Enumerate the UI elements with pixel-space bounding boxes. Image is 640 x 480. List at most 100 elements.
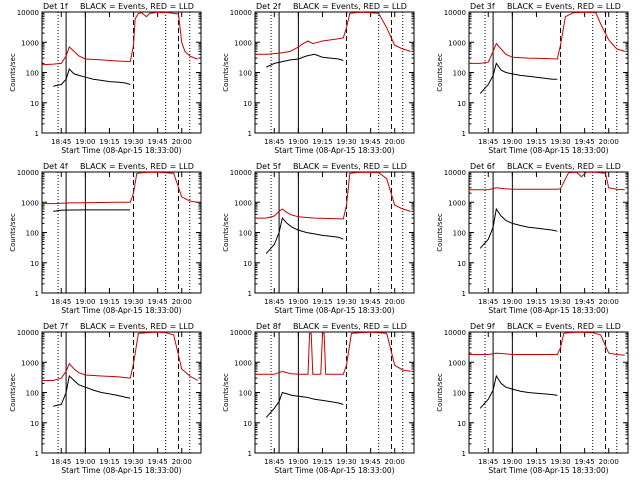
- x-tick-label: 19:45: [575, 458, 595, 466]
- events-series-line: [265, 217, 344, 254]
- x-tick-label: 18:45: [478, 298, 498, 306]
- y-tick-label: 1: [35, 450, 39, 458]
- panel-legend: BLACK = Events, RED = LLD: [293, 162, 407, 171]
- y-tick-label: 10000: [230, 9, 252, 17]
- panel-legend: BLACK = Events, RED = LLD: [80, 2, 194, 11]
- lld-series-line: [42, 172, 198, 205]
- x-tick-label: 19:30: [336, 138, 356, 146]
- x-tick-label: 20:00: [599, 458, 619, 466]
- x-axis-label: Start Time (08-Apr-15 18:33:00): [274, 466, 394, 475]
- x-tick-label: 19:15: [312, 138, 332, 146]
- y-tick-label: 1000: [234, 359, 252, 367]
- y-tick-label: 100: [26, 390, 39, 398]
- panel-legend: BLACK = Events, RED = LLD: [507, 322, 621, 331]
- x-tick-label: 18:45: [51, 138, 71, 146]
- chart-panel: 1 10 100 1000 10000 18:45 19:00 19:15 19:30 19:45…: [222, 2, 415, 155]
- chart-panel: 1 10 100 1000 10000 18:45 19:00 19:15 19:30 19:45…: [9, 162, 202, 315]
- panel-title: Det 8f: [256, 322, 281, 331]
- chart-panel: 1 10 100 1000 10000 18:45 19:00 19:15 19:30 19:45…: [222, 322, 415, 475]
- x-tick-label: 19:45: [361, 138, 381, 146]
- y-tick-label: 1: [35, 290, 39, 298]
- chart-panel: 1 10 100 1000 10000 18:45 19:00 19:15 19:30 19:45…: [9, 2, 202, 155]
- y-tick-label: 1: [462, 130, 466, 138]
- y-tick-label: 10: [30, 100, 39, 108]
- panel-title: Det 2f: [256, 2, 281, 11]
- x-axis-label: Start Time (08-Apr-15 18:33:00): [61, 466, 181, 475]
- panel-legend: BLACK = Events, RED = LLD: [80, 162, 194, 171]
- lld-series-line: [255, 332, 411, 375]
- panel-title: Det 3f: [470, 2, 495, 11]
- y-tick-label: 10000: [17, 329, 39, 337]
- x-tick-label: 19:45: [361, 458, 381, 466]
- y-axis-label: Counts/sec: [436, 213, 444, 252]
- y-tick-label: 10000: [444, 9, 466, 17]
- lld-series-line: [469, 12, 625, 64]
- panel-title: Det 9f: [470, 322, 495, 331]
- x-tick-label: 19:45: [148, 458, 168, 466]
- chart-panel: 1 10 100 1000 10000 18:45 19:00 19:15 19:30 19:45…: [436, 2, 629, 155]
- lld-series-line: [255, 172, 411, 220]
- x-tick-label: 20:00: [172, 138, 192, 146]
- y-tick-label: 1000: [21, 199, 39, 207]
- lld-series-line: [469, 172, 625, 191]
- x-tick-label: 18:45: [264, 298, 284, 306]
- x-tick-label: 19:00: [288, 298, 308, 306]
- x-axis-label: Start Time (08-Apr-15 18:33:00): [488, 306, 608, 315]
- y-tick-label: 10000: [444, 329, 466, 337]
- panel-title: Det 6f: [470, 162, 495, 171]
- y-tick-label: 10: [457, 260, 466, 268]
- x-tick-label: 19:30: [550, 138, 570, 146]
- x-tick-label: 19:30: [550, 298, 570, 306]
- y-tick-label: 100: [239, 70, 252, 78]
- lld-series-line: [42, 12, 198, 66]
- y-tick-label: 100: [26, 70, 39, 78]
- x-tick-label: 19:30: [123, 298, 143, 306]
- y-tick-label: 1000: [21, 359, 39, 367]
- y-axis-label: Counts/sec: [222, 53, 230, 92]
- x-tick-label: 18:45: [478, 138, 498, 146]
- chart-panel: 1 10 100 1000 10000 18:45 19:00 19:15 19:30 19:45…: [222, 162, 415, 315]
- events-series-line: [265, 53, 344, 68]
- events-series-line: [53, 209, 131, 212]
- x-axis-label: Start Time (08-Apr-15 18:33:00): [488, 146, 608, 155]
- x-tick-label: 19:15: [99, 298, 119, 306]
- x-tick-label: 18:45: [51, 298, 71, 306]
- events-series-line: [479, 207, 558, 249]
- x-tick-label: 19:45: [148, 138, 168, 146]
- y-tick-label: 100: [239, 390, 252, 398]
- y-tick-label: 10: [243, 100, 252, 108]
- y-tick-label: 100: [26, 230, 39, 238]
- y-tick-label: 1: [248, 130, 252, 138]
- x-tick-label: 18:45: [51, 458, 71, 466]
- x-tick-label: 19:15: [526, 298, 546, 306]
- x-tick-label: 19:30: [550, 458, 570, 466]
- chart-panel: 1 10 100 1000 10000 18:45 19:00 19:15 19:30 19:45…: [436, 322, 629, 475]
- x-tick-label: 20:00: [385, 458, 405, 466]
- x-tick-label: 19:30: [123, 458, 143, 466]
- x-tick-label: 20:00: [599, 138, 619, 146]
- y-axis-label: Counts/sec: [9, 213, 17, 252]
- y-axis-label: Counts/sec: [436, 53, 444, 92]
- panel-legend: BLACK = Events, RED = LLD: [507, 162, 621, 171]
- x-axis-label: Start Time (08-Apr-15 18:33:00): [274, 306, 394, 315]
- y-tick-label: 10000: [230, 329, 252, 337]
- chart-panel: 1 10 100 1000 10000 18:45 19:00 19:15 19:30 19:45…: [9, 322, 202, 475]
- y-axis-label: Counts/sec: [436, 373, 444, 412]
- y-tick-label: 1000: [234, 39, 252, 47]
- x-tick-label: 20:00: [599, 298, 619, 306]
- x-tick-label: 19:15: [526, 458, 546, 466]
- y-tick-label: 1: [462, 450, 466, 458]
- x-tick-label: 19:15: [312, 298, 332, 306]
- x-tick-label: 19:00: [288, 138, 308, 146]
- x-tick-label: 19:30: [123, 138, 143, 146]
- y-tick-label: 10: [30, 420, 39, 428]
- x-tick-label: 19:45: [575, 298, 595, 306]
- panel-legend: BLACK = Events, RED = LLD: [80, 322, 194, 331]
- x-tick-label: 19:00: [502, 138, 522, 146]
- y-tick-label: 1000: [21, 39, 39, 47]
- x-axis-label: Start Time (08-Apr-15 18:33:00): [274, 146, 394, 155]
- y-tick-label: 10000: [17, 169, 39, 177]
- events-series-line: [53, 375, 131, 407]
- lld-series-line: [42, 332, 199, 381]
